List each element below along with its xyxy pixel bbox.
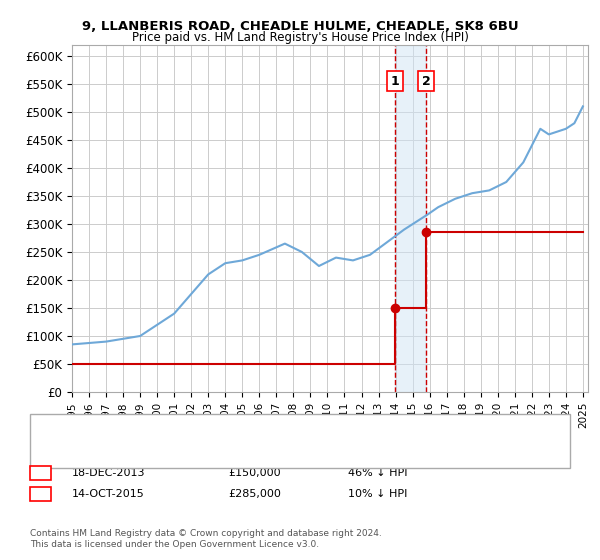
Text: 46% ↓ HPI: 46% ↓ HPI <box>348 468 407 478</box>
Text: ─────: ───── <box>60 414 102 428</box>
Bar <box>395 45 426 392</box>
Text: 14-OCT-2015: 14-OCT-2015 <box>72 489 145 499</box>
Text: 9, LLANBERIS ROAD, CHEADLE HULME, CHEADLE, SK8 6BU: 9, LLANBERIS ROAD, CHEADLE HULME, CHEADL… <box>82 20 518 32</box>
Text: 18-DEC-2013: 18-DEC-2013 <box>72 468 146 478</box>
Text: Price paid vs. HM Land Registry's House Price Index (HPI): Price paid vs. HM Land Registry's House … <box>131 31 469 44</box>
Text: £285,000: £285,000 <box>228 489 281 499</box>
Text: 10% ↓ HPI: 10% ↓ HPI <box>348 489 407 499</box>
Text: 2: 2 <box>422 74 430 88</box>
Text: 1: 1 <box>37 468 44 478</box>
Text: £150,000: £150,000 <box>228 468 281 478</box>
Text: ─────: ───── <box>60 430 102 444</box>
Text: 1: 1 <box>391 74 399 88</box>
Text: Contains HM Land Registry data © Crown copyright and database right 2024.
This d: Contains HM Land Registry data © Crown c… <box>30 529 382 549</box>
Text: 2: 2 <box>37 489 44 499</box>
Text: 9, LLANBERIS ROAD, CHEADLE HULME, CHEADLE, SK8 6BU (detached house): 9, LLANBERIS ROAD, CHEADLE HULME, CHEADL… <box>120 416 521 426</box>
Text: HPI: Average price, detached house, Stockport: HPI: Average price, detached house, Stoc… <box>120 432 364 442</box>
